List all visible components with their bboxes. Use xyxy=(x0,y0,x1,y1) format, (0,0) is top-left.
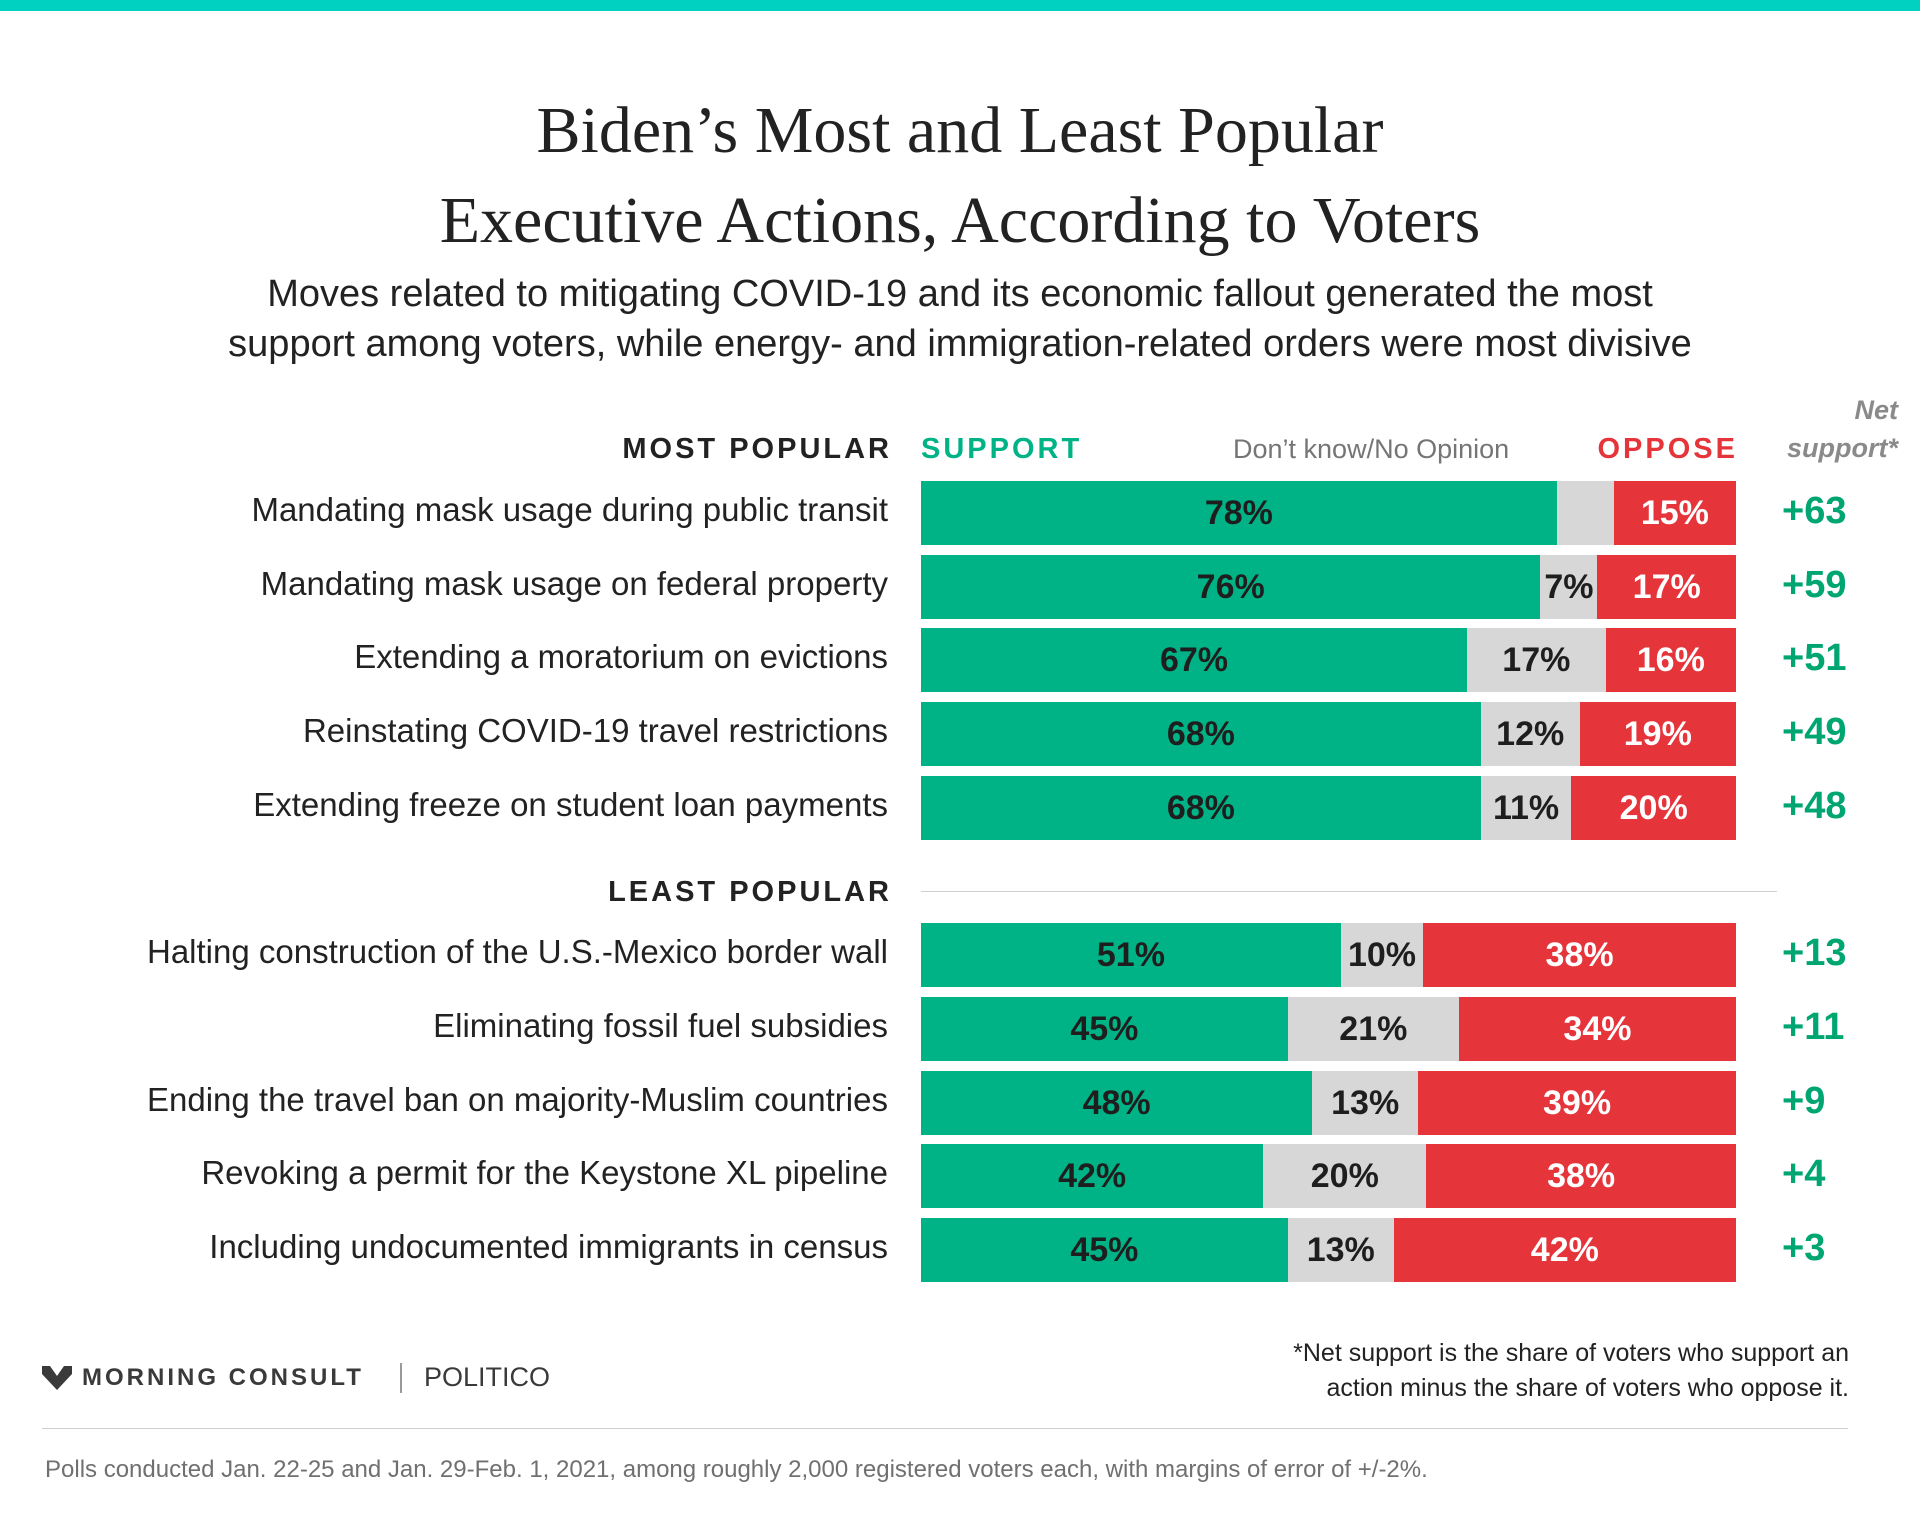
stacked-bar: 45% 13% 42% xyxy=(921,1218,1736,1282)
group-divider xyxy=(921,891,1777,892)
net-support-header-line-2: support* xyxy=(1787,433,1898,463)
stacked-bar: 45% 21% 34% xyxy=(921,997,1736,1061)
row-label: Eliminating fossil fuel subsidies xyxy=(433,1007,888,1044)
bar-segment-support: 68% xyxy=(921,702,1481,766)
legend-support: SUPPORT xyxy=(921,433,1083,465)
bar-segment-oppose: 38% xyxy=(1423,923,1736,987)
chart-title-line-2: Executive Actions, According to Voters xyxy=(439,184,1481,257)
footnote-line-2: action minus the share of voters who opp… xyxy=(1326,1374,1849,1402)
net-support-value: +3 xyxy=(1782,1227,1826,1269)
footnote-line-1: *Net support is the share of voters who … xyxy=(1293,1339,1849,1367)
bar-segment-oppose: 38% xyxy=(1426,1144,1736,1208)
row-label: Extending freeze on student loan payment… xyxy=(253,786,888,823)
bar-segment-oppose: 15% xyxy=(1613,481,1736,545)
bar-segment-support: 68% xyxy=(921,776,1481,840)
net-support-value: +13 xyxy=(1782,932,1847,974)
bar-segment-oppose: 19% xyxy=(1579,702,1736,766)
net-support-header-line-1: Net xyxy=(1854,395,1898,425)
stacked-bar: 76% 7% 17% xyxy=(921,555,1736,619)
bar-segment-oppose: 42% xyxy=(1393,1218,1736,1282)
bar-segment-dont-know: 20% xyxy=(1263,1144,1427,1208)
bar-segment-dont-know: 10% xyxy=(1340,923,1424,987)
bar-segment-support: 76% xyxy=(921,555,1541,619)
bar-segment-dont-know: 12% xyxy=(1480,702,1580,766)
net-support-value: +9 xyxy=(1782,1080,1826,1122)
brand-separator xyxy=(400,1363,402,1393)
top-accent-bar xyxy=(0,0,1920,11)
bar-segment-dont-know: 7% xyxy=(1540,555,1598,619)
net-support-value: +4 xyxy=(1782,1153,1826,1195)
chart-subtitle-line-1: Moves related to mitigating COVID-19 and… xyxy=(267,273,1653,315)
group-label-least-popular: LEAST POPULAR xyxy=(608,876,892,908)
bar-segment-support: 67% xyxy=(921,628,1468,692)
legend-oppose: OPPOSE xyxy=(1597,433,1738,465)
net-support-value: +63 xyxy=(1782,490,1847,532)
source-note: Polls conducted Jan. 22-25 and Jan. 29-F… xyxy=(45,1456,1428,1483)
bar-segment-support: 42% xyxy=(921,1144,1264,1208)
stacked-bar: 67% 17% 16% xyxy=(921,628,1736,692)
net-support-value: +51 xyxy=(1782,637,1847,679)
bar-segment-dont-know: 17% xyxy=(1467,628,1606,692)
bar-segment-support: 48% xyxy=(921,1071,1313,1135)
bar-segment-oppose: 17% xyxy=(1597,555,1736,619)
bar-segment-dont-know: 21% xyxy=(1287,997,1459,1061)
bar-segment-oppose: 39% xyxy=(1418,1071,1736,1135)
brand-politico: POLITICO xyxy=(424,1362,551,1392)
bar-segment-oppose: 34% xyxy=(1458,997,1736,1061)
net-support-value: +49 xyxy=(1782,711,1847,753)
stacked-bar: 78% 15% xyxy=(921,481,1736,545)
net-support-value: +59 xyxy=(1782,564,1847,606)
bar-segment-support: 78% xyxy=(921,481,1557,545)
chart-subtitle-line-2: support among voters, while energy- and … xyxy=(228,323,1692,365)
stacked-bar: 68% 11% 20% xyxy=(921,776,1736,840)
bar-segment-support: 45% xyxy=(921,1218,1288,1282)
row-label: Revoking a permit for the Keystone XL pi… xyxy=(201,1154,888,1191)
net-support-value: +48 xyxy=(1782,785,1847,827)
stacked-bar: 68% 12% 19% xyxy=(921,702,1736,766)
bar-segment-support: 51% xyxy=(921,923,1341,987)
row-label: Including undocumented immigrants in cen… xyxy=(209,1228,888,1265)
stacked-bar: 51% 10% 38% xyxy=(921,923,1736,987)
net-support-value: +11 xyxy=(1782,1006,1845,1048)
stacked-bar: 42% 20% 38% xyxy=(921,1144,1736,1208)
bar-segment-dont-know xyxy=(1556,481,1614,545)
row-label: Reinstating COVID-19 travel restrictions xyxy=(302,712,888,749)
bar-segment-dont-know: 13% xyxy=(1287,1218,1394,1282)
bar-segment-dont-know: 13% xyxy=(1312,1071,1419,1135)
legend-dont-know: Don’t know/No Opinion xyxy=(1233,434,1510,464)
chart-title-line-1: Biden’s Most and Least Popular xyxy=(536,94,1384,167)
stacked-bar: 48% 13% 39% xyxy=(921,1071,1736,1135)
row-label: Halting construction of the U.S.-Mexico … xyxy=(147,933,888,970)
bar-segment-oppose: 20% xyxy=(1571,776,1736,840)
row-label: Ending the travel ban on majority-Muslim… xyxy=(146,1081,888,1118)
row-label: Mandating mask usage on federal property xyxy=(260,565,888,602)
bottom-rule xyxy=(42,1428,1848,1429)
row-label: Mandating mask usage during public trans… xyxy=(251,491,888,528)
bar-segment-support: 45% xyxy=(921,997,1288,1061)
row-label: Extending a moratorium on evictions xyxy=(354,638,888,675)
bar-segment-oppose: 16% xyxy=(1605,628,1736,692)
bar-segment-dont-know: 11% xyxy=(1480,776,1572,840)
morning-consult-logo-icon xyxy=(42,1366,72,1390)
group-label-most-popular: MOST POPULAR xyxy=(622,433,892,465)
brand-morning-consult: MORNING CONSULT xyxy=(82,1364,364,1391)
